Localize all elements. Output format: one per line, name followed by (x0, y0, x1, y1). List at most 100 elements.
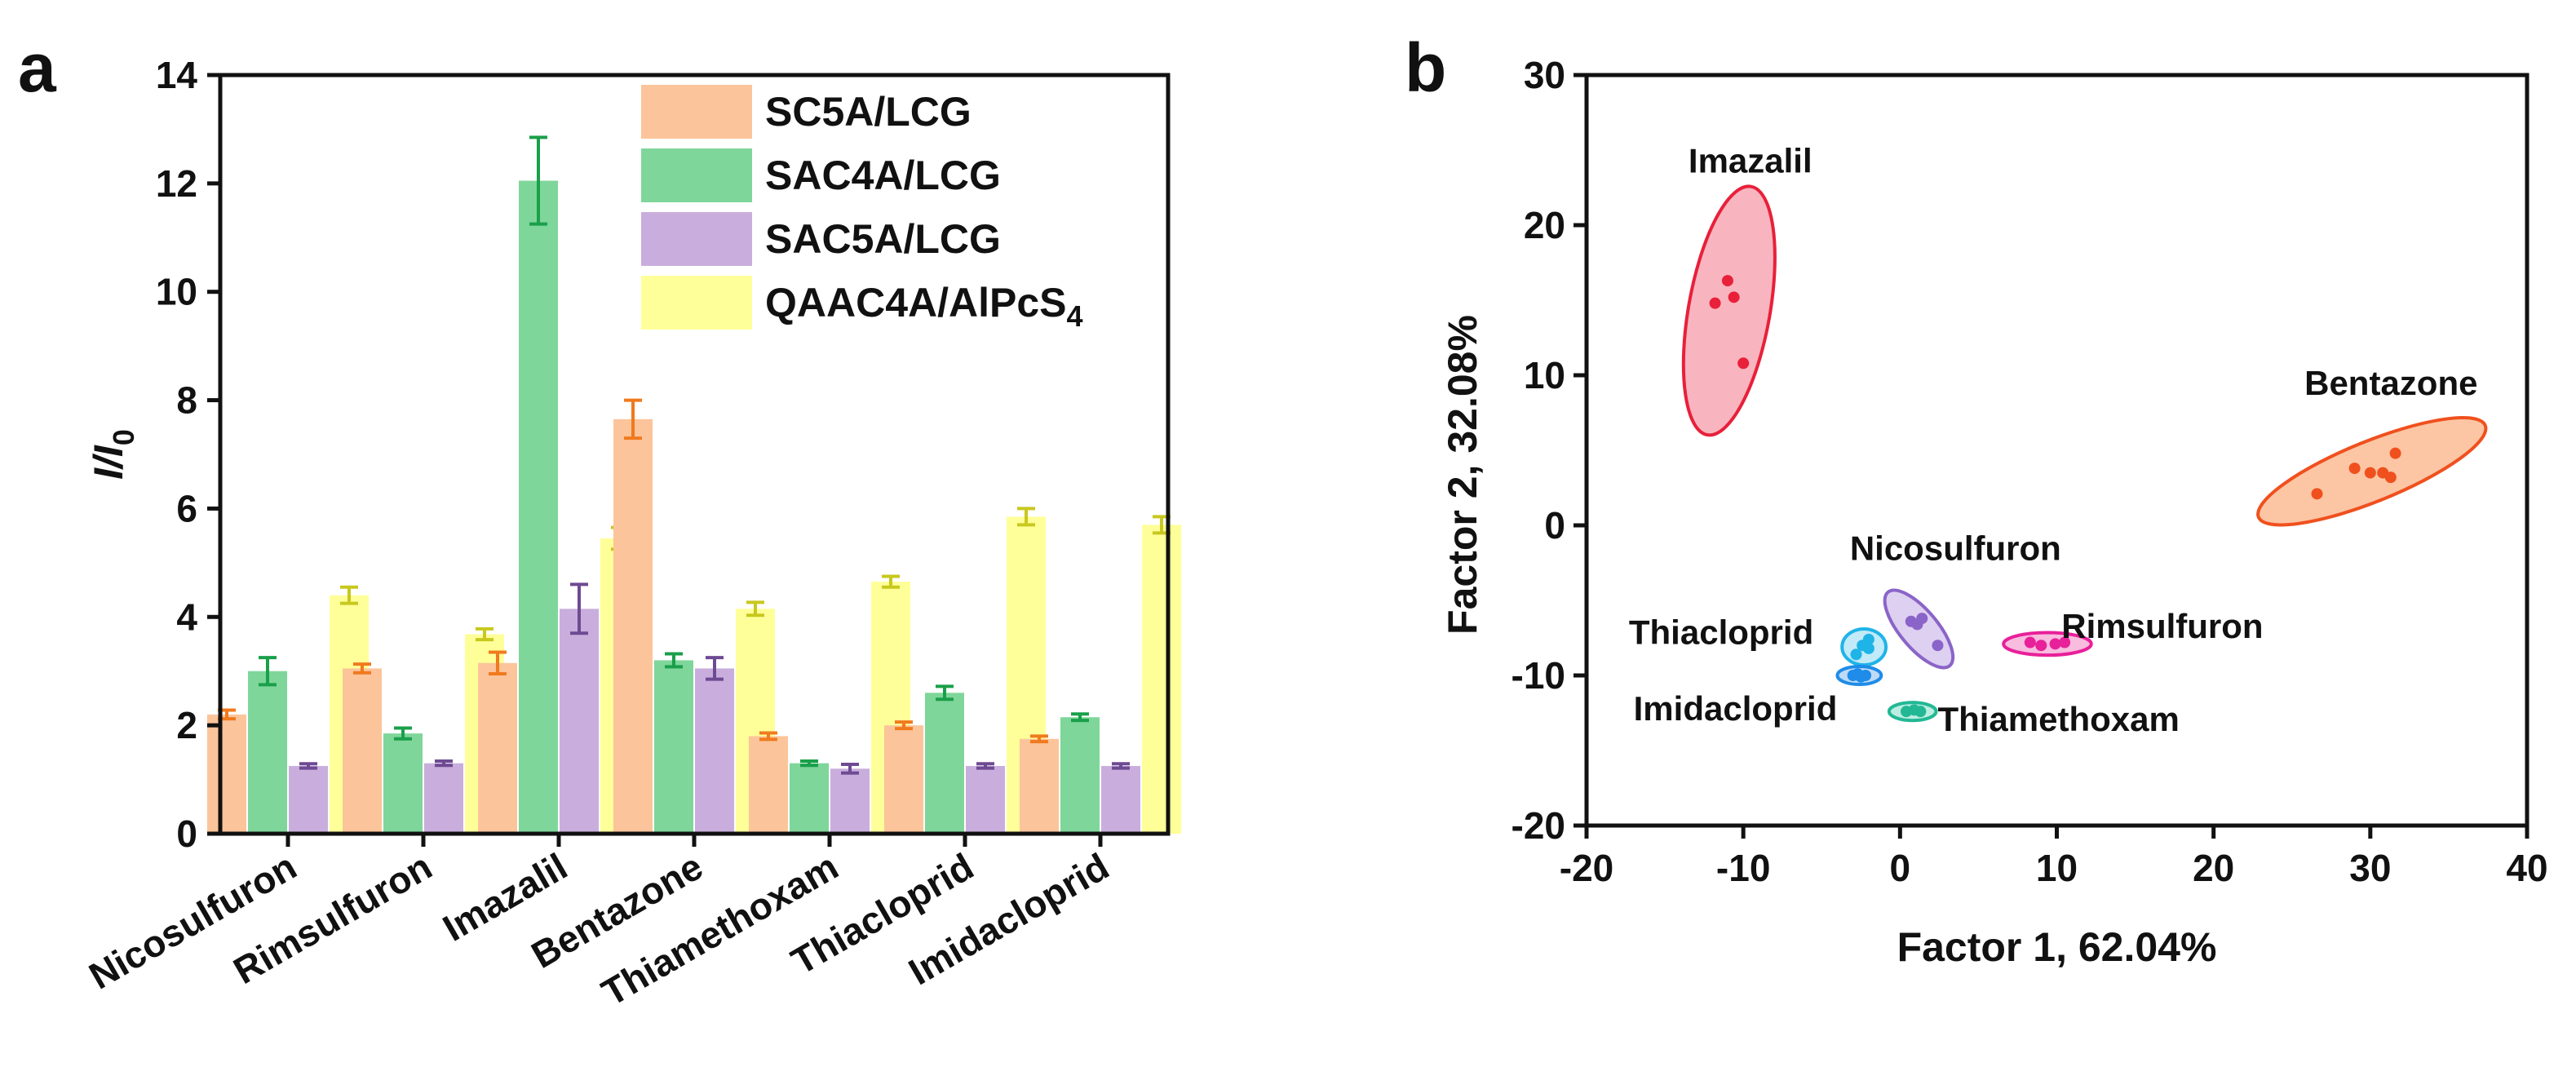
panel-letter-a: a (18, 29, 57, 106)
bar-sac5a-lcg-nicosulfuron (289, 765, 328, 834)
bar-sac4a-lcg-bentazone (654, 660, 693, 834)
label-thiamethoxam: Thiamethoxam (1937, 700, 2179, 738)
bar-sc5a-lcg-bentazone (613, 418, 653, 834)
error-bar-qaac4a-alpcs-bentazone (746, 600, 764, 618)
bar-sac5a-lcg-imazalil (560, 609, 599, 834)
error-bar-sac4a-lcg-bentazone (665, 652, 683, 669)
error-bar-sac4a-lcg-imidacloprid (1071, 712, 1089, 723)
bar-sc5a-lcg-imidacloprid (1020, 738, 1059, 834)
point-rimsulfuron-3 (2049, 638, 2061, 650)
y-tick-label: 20 (1524, 204, 1565, 246)
bar-sac4a-lcg-rimsulfuron (383, 733, 423, 834)
error-bar-sac5a-lcg-bentazone (706, 656, 724, 681)
bar-sc5a-lcg-thiamethoxam (749, 736, 788, 834)
bar-sac5a-lcg-bentazone (695, 668, 734, 834)
y-tick-label: 0 (176, 812, 197, 855)
x-tick-label: -10 (1716, 847, 1770, 889)
legend-label-sc5a-lcg: SC5A/LCG (765, 89, 972, 135)
x-tick-label: 40 (2506, 847, 2547, 889)
x-tick-label: 0 (1890, 847, 1911, 889)
point-bentazone-2 (2348, 463, 2361, 475)
point-imazalil-1 (1709, 297, 1721, 309)
bar-sc5a-lcg-thiacloprid (884, 725, 923, 834)
label-thiacloprid: Thiacloprid (1629, 613, 1813, 651)
ellipse-imazalil (1681, 184, 1777, 437)
error-bar-sac5a-lcg-rimsulfuron (435, 759, 453, 768)
legend-swatch-qaac4a-alpcs (641, 276, 752, 330)
error-bar-sac5a-lcg-thiamethoxam (841, 762, 859, 775)
point-bentazone-1 (2311, 488, 2323, 500)
label-imazalil: Imazalil (1689, 142, 1812, 180)
error-bar-sc5a-lcg-rimsulfuron (353, 662, 371, 675)
error-bar-sac5a-lcg-thiacloprid (976, 762, 994, 770)
point-bentazone-5 (2384, 472, 2397, 484)
error-bar-sac4a-lcg-thiacloprid (936, 684, 954, 702)
y-tick-label: 6 (176, 487, 197, 529)
bar-qaac4a-alpcs-imidacloprid (1142, 525, 1181, 834)
error-bar-sac4a-lcg-imazalil (529, 135, 547, 226)
error-bar-qaac4a-alpcs-thiamethoxam (882, 574, 900, 589)
legend-swatch-sac4a-lcg (641, 148, 752, 202)
legend-swatch-sc5a-lcg (641, 85, 752, 139)
point-rimsulfuron-1 (2024, 636, 2036, 649)
y-axis-title-b: Factor 2, 32.08% (1440, 315, 1485, 635)
legend-swatch-sac5a-lcg (641, 212, 752, 266)
point-thiacloprid-4 (1862, 642, 1874, 654)
category-label-thiamethoxam: Thiamethoxam (595, 845, 845, 1014)
group-imidacloprid: Imidacloprid (1634, 664, 1883, 728)
point-imazalil-4 (1737, 357, 1750, 370)
point-imazalil-3 (1728, 291, 1740, 303)
bar-sac4a-lcg-imazalil (519, 180, 558, 835)
error-bar-sac5a-lcg-nicosulfuron (299, 762, 317, 770)
error-bar-sac5a-lcg-imidacloprid (1112, 762, 1130, 770)
bar-sac5a-lcg-imidacloprid (1101, 765, 1140, 834)
group-rimsulfuron: Rimsulfuron (2002, 607, 2264, 657)
point-imazalil-2 (1721, 275, 1733, 287)
y-tick-label: 2 (176, 704, 197, 746)
error-bar-sc5a-lcg-imazalil (489, 650, 507, 676)
legend-a: SC5A/LCG SAC4A/LCG SAC5A/LCG QAAC4A/AlPcS4 (641, 85, 1083, 333)
bar-sac5a-lcg-rimsulfuron (424, 763, 463, 834)
point-nicosulfuron-3 (1916, 613, 1928, 625)
error-bar-qaac4a-alpcs-thiacloprid (1017, 507, 1035, 527)
x-tick-label: -20 (1560, 847, 1613, 889)
legend-label-sac4a-lcg: SAC4A/LCG (765, 153, 1001, 198)
point-rimsulfuron-4 (2059, 636, 2071, 649)
y-tick-label: 14 (156, 54, 198, 96)
legend-label-sac5a-lcg: SAC5A/LCG (765, 216, 1001, 262)
y-tick-label: -20 (1512, 804, 1565, 847)
y-tick-label: 30 (1524, 54, 1565, 96)
point-thiamethoxam-3 (1914, 706, 1927, 718)
point-nicosulfuron-4 (1932, 640, 1944, 652)
bar-sac5a-lcg-thiamethoxam (830, 768, 870, 834)
point-thiacloprid-3 (1850, 649, 1862, 661)
error-bar-sac4a-lcg-rimsulfuron (394, 726, 412, 741)
group-thiacloprid: Thiacloprid (1629, 613, 1888, 667)
x-tick-label: 10 (2036, 847, 2078, 889)
error-bar-sc5a-lcg-imidacloprid (1030, 734, 1048, 744)
point-thiacloprid-2 (1862, 633, 1874, 645)
bar-sc5a-lcg-rimsulfuron (343, 668, 382, 834)
x-axis-title-b: Factor 1, 62.04% (1897, 924, 2217, 970)
bar-chart-a: 02468101214NicosulfuronRimsulfuronImazal… (82, 54, 1181, 1014)
legend-label-qaac4a-alpcs: QAAC4A/AlPcS4 (765, 280, 1083, 333)
point-bentazone-6 (2389, 447, 2401, 459)
bars-group (207, 135, 1181, 835)
error-bar-sc5a-lcg-thiamethoxam (759, 731, 777, 742)
label-bentazone: Bentazone (2304, 364, 2477, 402)
bar-sac5a-lcg-thiacloprid (966, 765, 1005, 834)
error-bar-sac5a-lcg-imazalil (570, 582, 588, 635)
point-bentazone-3 (2364, 467, 2376, 479)
bar-sac4a-lcg-thiamethoxam (790, 763, 829, 834)
group-thiamethoxam: Thiamethoxam (1887, 700, 2180, 738)
ellipse-rimsulfuron (2002, 631, 2093, 657)
y-tick-label: 8 (176, 379, 197, 422)
label-nicosulfuron: Nicosulfuron (1850, 529, 2061, 567)
error-bar-sac4a-lcg-nicosulfuron (259, 656, 277, 687)
y-tick-label: 0 (1544, 504, 1565, 547)
panel-letter-b: b (1405, 29, 1446, 106)
bar-sac4a-lcg-nicosulfuron (248, 671, 287, 834)
error-bar-qaac4a-alpcs-nicosulfuron (340, 585, 358, 605)
bar-sc5a-lcg-imazalil (478, 662, 517, 834)
